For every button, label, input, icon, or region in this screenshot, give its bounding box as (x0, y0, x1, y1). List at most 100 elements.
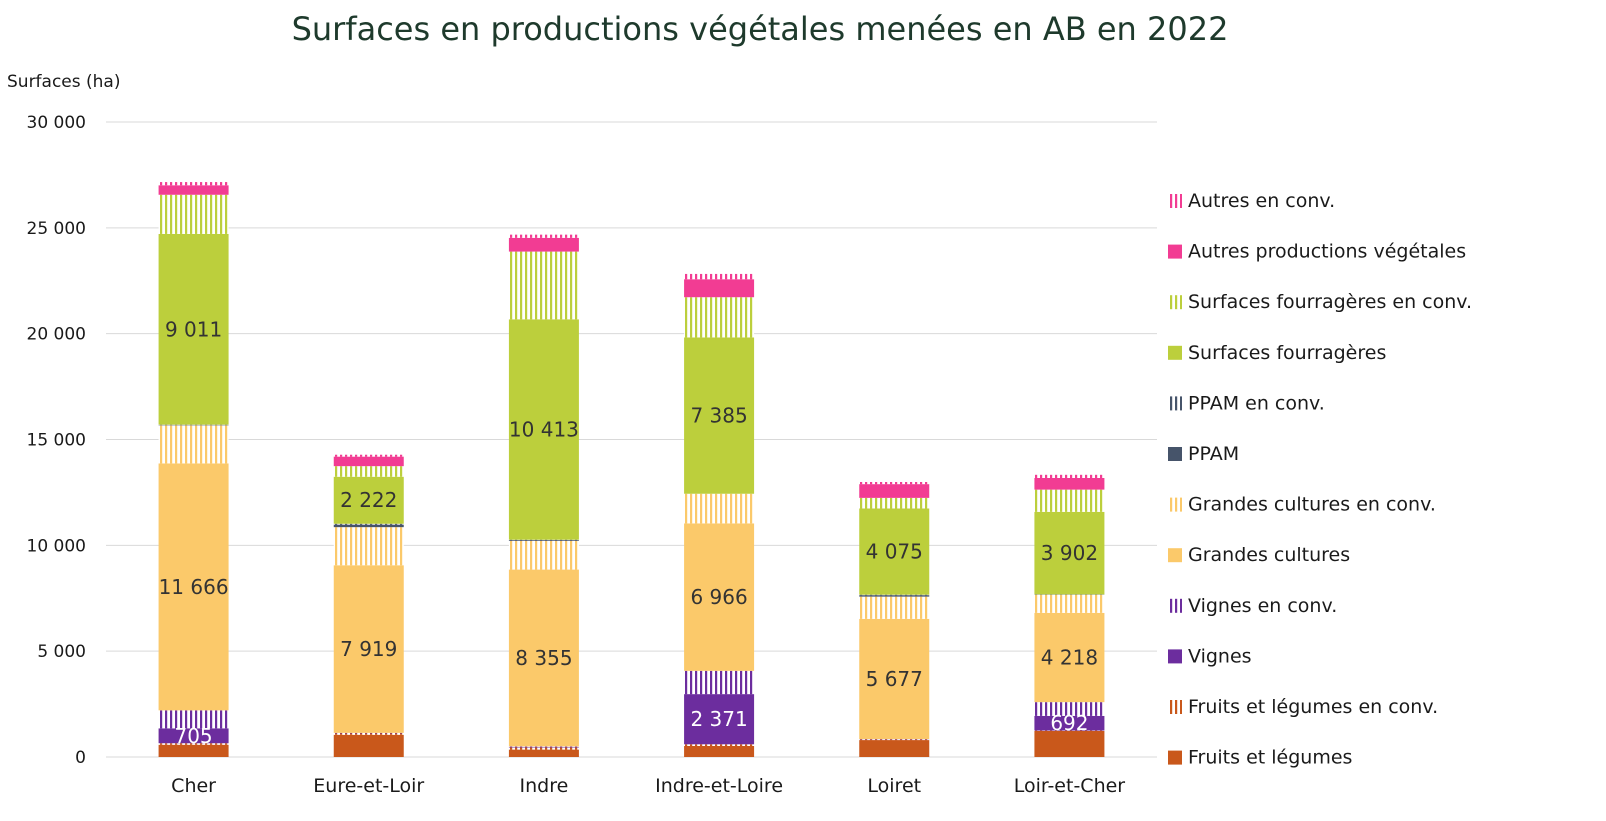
bar-segment-grandes-cultures (333, 565, 404, 733)
bar-segment-surfaces-fourrageres-en-conv (333, 466, 404, 477)
legend-label: Vignes (1188, 645, 1252, 667)
data-labels: 705 11 666 9 011 7 919 2 222 8 355 10 413 2 371… (159, 317, 1098, 747)
legend-swatch (1168, 649, 1182, 664)
bar-segment-vignes (158, 728, 229, 744)
gridlines (106, 121, 1157, 758)
bar-segment-surfaces-fourrageres-en-conv (508, 251, 579, 320)
bar-segment-autres-productions-vegetales (684, 279, 755, 298)
bar-segment-autres-en-conv (1034, 474, 1105, 478)
y-tick-label: 30 000 (27, 113, 86, 133)
bar-segment-autres-productions-vegetales (508, 237, 579, 252)
bar-segment-vignes-en-conv (1034, 702, 1105, 716)
legend-label: PPAM en conv. (1188, 392, 1325, 414)
bar-segment-vignes (1034, 715, 1105, 731)
bar-segment-surfaces-fourrageres (1034, 511, 1105, 595)
bar-segment-fruits-et-legumes-en-conv (684, 744, 755, 746)
bar-segment-fruits-et-legumes-en-conv (158, 743, 229, 745)
x-tick-label: Indre (520, 775, 569, 797)
bar-segment-fruits-et-legumes (1034, 730, 1105, 757)
x-tick-label: Cher (171, 775, 216, 797)
legend-item-grandes-cultures-en-conv: Grandes cultures en conv. (1168, 494, 1436, 516)
legend-item-ppam: PPAM (1168, 443, 1239, 465)
legend-label: Fruits et légumes (1188, 747, 1352, 769)
legend-swatch (1168, 700, 1182, 714)
bar-segment-grandes-cultures (859, 618, 930, 740)
data-label: 4 218 (1041, 645, 1098, 669)
x-tick-label: Eure-et-Loir (313, 775, 424, 797)
bar-segment-fruits-et-legumes-en-conv (333, 733, 404, 735)
bar-segment-surfaces-fourrageres (333, 476, 404, 524)
legend-swatch (1168, 548, 1182, 563)
bar-segment-vignes-en-conv (684, 670, 755, 695)
bar-segment-autres-productions-vegetales (859, 484, 930, 498)
data-label: 10 413 (509, 418, 579, 442)
bar-segment-grandes-cultures (684, 523, 755, 671)
bar-segment-grandes-cultures (1034, 612, 1105, 703)
y-tick-label: 10 000 (27, 536, 86, 556)
bar-segment-vignes (684, 694, 755, 745)
x-tick-label: Loiret (867, 775, 921, 797)
bar-segment-fruits-et-legumes-en-conv (859, 739, 930, 741)
data-label: 7 919 (340, 637, 397, 661)
bar-segment-ppam (508, 540, 579, 541)
bar-segment-ppam-en-conv (333, 523, 404, 525)
legend-swatch (1168, 447, 1182, 461)
legend-swatch (1168, 396, 1182, 411)
bar-segment-surfaces-fourrageres-en-conv (158, 194, 229, 234)
legend-item-grandes-cultures: Grandes cultures (1168, 544, 1350, 566)
bar-segment-vignes (508, 746, 579, 748)
y-tick-label: 15 000 (27, 431, 86, 451)
bar-segment-autres-en-conv (684, 273, 755, 280)
y-axis-ticks: 0 5 000 10 000 15 000 20 000 25 000 30 000 (27, 113, 86, 768)
legend-label: Surfaces fourragères (1188, 342, 1386, 364)
legend-item-fruits-et-legumes: Fruits et légumes (1168, 747, 1352, 769)
legend-item-fruits-et-legumes-en-conv: Fruits et légumes en conv. (1168, 696, 1438, 718)
legend-swatch (1168, 345, 1182, 360)
data-label: 4 075 (866, 540, 923, 564)
bar-segment-fruits-et-legumes (684, 745, 755, 757)
legend-item-vignes: Vignes (1168, 645, 1252, 667)
legend-swatch (1168, 194, 1182, 208)
bar-segment-grandes-cultures-en-conv (1034, 594, 1105, 613)
bar-segment-grandes-cultures-en-conv (859, 596, 930, 619)
y-axis-label: Surfaces (ha) (7, 72, 120, 92)
data-label: 7 385 (690, 404, 747, 428)
bars (158, 182, 1105, 757)
y-tick-label: 0 (75, 748, 86, 768)
bar-segment-vignes-en-conv (158, 710, 229, 729)
bar-segment-ppam (859, 595, 930, 597)
x-tick-label: Indre-et-Loire (655, 775, 783, 797)
bar-segment-grandes-cultures (508, 569, 579, 747)
legend: Autres en conv. Autres productions végéta… (1168, 190, 1472, 769)
bar-segment-fruits-et-legumes-en-conv (508, 747, 579, 750)
bar-segment-autres-productions-vegetales (1034, 477, 1105, 490)
legend-label: Vignes en conv. (1188, 595, 1337, 617)
legend-swatch (1168, 598, 1182, 613)
bar-segment-autres-productions-vegetales (158, 185, 229, 195)
bar-segment-autres-en-conv (508, 234, 579, 238)
bar-segment-autres-en-conv (859, 482, 930, 485)
bar-segment-surfaces-fourrageres-en-conv (684, 297, 755, 338)
bar-segment-ppam (333, 524, 404, 528)
legend-item-ppam-en-conv: PPAM en conv. (1168, 392, 1325, 414)
legend-item-vignes-en-conv: Vignes en conv. (1168, 595, 1337, 617)
chart-title: Surfaces en productions végétales menées… (292, 10, 1229, 48)
legend-item-autres-productions-vegetales: Autres productions végétales (1168, 241, 1466, 263)
data-label: 3 902 (1041, 541, 1098, 565)
data-label: 705 (174, 724, 212, 748)
bar-segment-surfaces-fourrageres-en-conv (1034, 489, 1105, 512)
bar-segment-surfaces-fourrageres (684, 337, 755, 494)
data-label: 11 666 (159, 575, 229, 599)
bar-segment-grandes-cultures-en-conv (158, 425, 229, 464)
bar-segment-vignes-en-conv (333, 732, 404, 734)
data-label: 2 371 (690, 707, 747, 731)
bar-segment-fruits-et-legumes (508, 749, 579, 757)
legend-item-autres-en-conv: Autres en conv. (1168, 190, 1335, 212)
bar-segment-grandes-cultures-en-conv (508, 540, 579, 570)
legend-swatch (1168, 497, 1182, 512)
data-label: 9 011 (165, 317, 222, 341)
bar-segment-autres-en-conv (333, 454, 404, 457)
bar-segment-surfaces-fourrageres (158, 233, 229, 425)
legend-label: Surfaces fourragères en conv. (1188, 291, 1472, 313)
